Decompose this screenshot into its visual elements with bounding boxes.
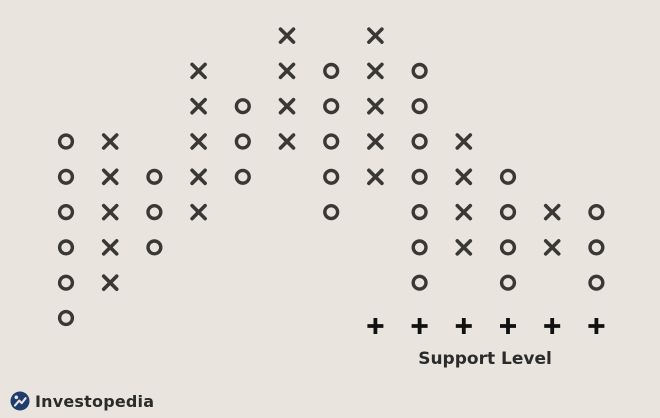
o-mark <box>411 274 428 291</box>
o-mark <box>57 309 75 327</box>
o-mark <box>146 168 163 185</box>
x-mark <box>367 168 384 186</box>
investopedia-logo-text: Investopedia <box>35 391 155 411</box>
x-mark <box>101 133 119 150</box>
investopedia-logo: Investopedia <box>10 390 154 412</box>
o-mark <box>411 239 428 256</box>
o-mark <box>411 168 428 185</box>
o-mark <box>411 204 428 221</box>
support-level-label: Support Level <box>418 349 552 369</box>
x-mark <box>455 239 473 256</box>
x-mark <box>278 133 296 150</box>
o-mark <box>57 239 75 256</box>
support-plus-mark <box>455 318 472 334</box>
x-mark <box>455 133 473 150</box>
o-mark <box>323 62 340 80</box>
x-mark <box>190 203 207 221</box>
o-mark <box>146 204 163 221</box>
o-mark <box>323 168 340 185</box>
x-mark <box>367 27 384 44</box>
x-mark <box>367 97 384 115</box>
x-mark <box>190 133 207 150</box>
o-mark <box>234 133 251 150</box>
o-mark <box>499 168 517 185</box>
o-mark <box>57 133 75 150</box>
o-mark <box>411 98 428 115</box>
x-mark <box>101 239 119 256</box>
o-mark <box>588 239 605 256</box>
o-mark <box>411 62 428 80</box>
x-mark <box>455 168 473 186</box>
support-plus-mark <box>500 318 516 334</box>
support-plus-mark <box>544 318 561 334</box>
o-mark <box>234 168 251 185</box>
support-plus-mark <box>367 318 384 334</box>
x-mark <box>367 62 384 80</box>
o-mark <box>323 133 340 150</box>
x-mark <box>543 239 561 256</box>
o-mark <box>57 274 75 291</box>
o-mark <box>499 204 517 221</box>
x-mark <box>367 133 384 150</box>
x-mark <box>278 27 296 44</box>
x-mark <box>190 97 207 115</box>
x-mark <box>101 274 119 292</box>
x-mark <box>278 97 296 115</box>
x-mark <box>190 168 207 186</box>
o-mark <box>411 133 428 150</box>
x-mark <box>101 203 119 221</box>
x-mark <box>190 62 207 80</box>
o-mark <box>234 98 251 115</box>
o-mark <box>499 239 517 256</box>
support-plus-mark <box>411 318 428 334</box>
o-mark <box>499 274 517 291</box>
x-mark <box>101 168 119 186</box>
o-mark <box>323 204 340 221</box>
o-mark <box>588 204 605 221</box>
o-mark <box>323 98 340 115</box>
o-mark <box>57 168 75 185</box>
investopedia-logo-icon <box>10 391 30 411</box>
o-mark <box>146 239 163 256</box>
x-mark <box>455 203 473 221</box>
o-mark <box>588 274 605 291</box>
o-mark <box>57 204 75 221</box>
x-mark <box>543 203 561 221</box>
support-plus-mark <box>588 318 605 334</box>
x-mark <box>278 62 296 80</box>
